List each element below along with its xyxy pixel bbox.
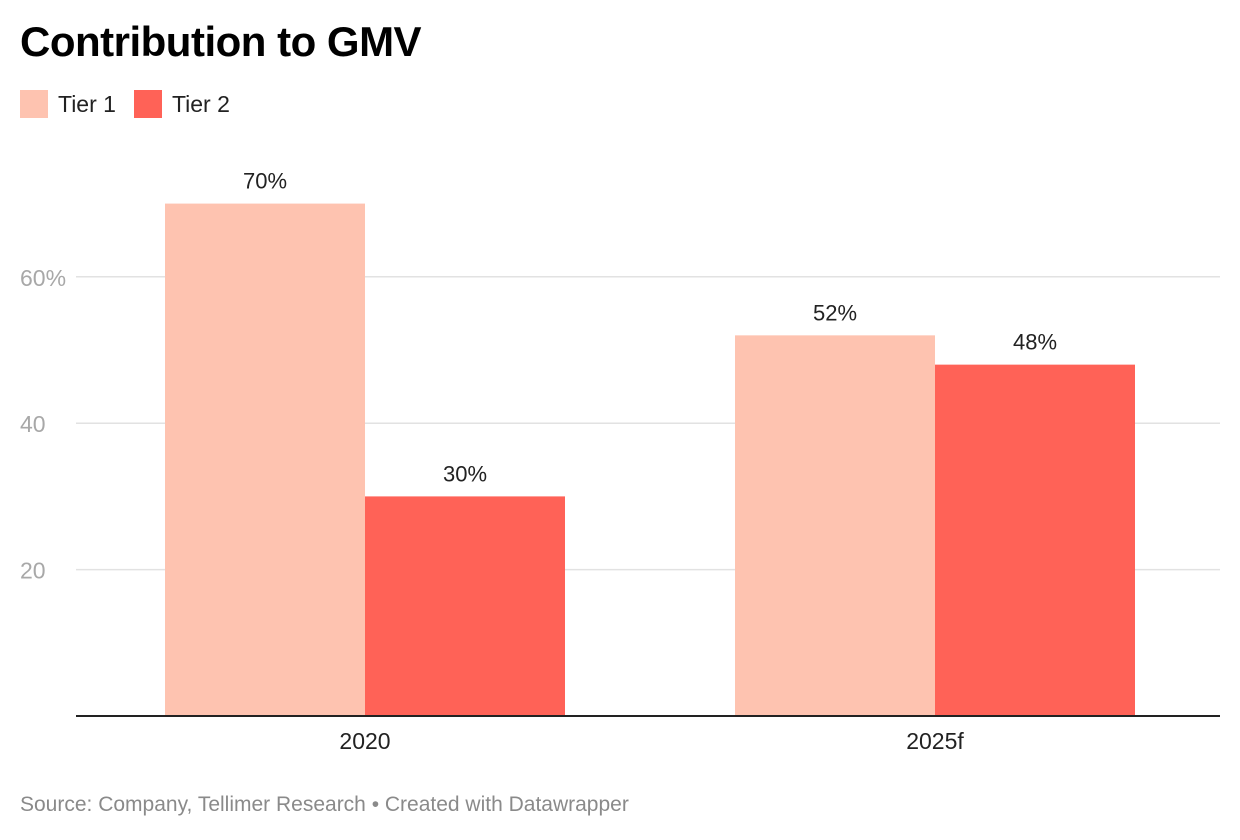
- bar-tier-2-2020: [365, 496, 565, 716]
- x-tick-label-2020: 2020: [339, 728, 390, 754]
- bar-tier-2-2025f: [935, 364, 1135, 716]
- data-label-tier-1-2025f: 52%: [813, 300, 857, 325]
- legend-item-tier-1: Tier 1: [20, 90, 116, 118]
- y-tick-label-20: 20: [20, 558, 46, 584]
- legend: Tier 1 Tier 2: [20, 90, 230, 118]
- chart-title: Contribution to GMV: [20, 18, 422, 65]
- legend-swatch-tier-2: [133, 90, 162, 118]
- bar-tier-1-2020: [165, 203, 365, 717]
- legend-swatch-tier-1: [20, 90, 48, 118]
- legend-label-tier-2: Tier 2: [171, 90, 230, 117]
- legend-item-tier-2: Tier 2: [133, 90, 230, 118]
- data-label-tier-2-2025f: 48%: [1013, 330, 1057, 355]
- y-tick-label-40: 40: [20, 411, 46, 437]
- bar-tier-1-2025f: [735, 335, 935, 716]
- data-label-tier-2-2020: 30%: [443, 461, 487, 486]
- legend-label-tier-1: Tier 1: [58, 90, 116, 117]
- x-tick-label-2025f: 2025f: [906, 728, 964, 754]
- data-label-tier-1-2020: 70%: [243, 169, 287, 194]
- y-tick-label-60: 60%: [20, 265, 66, 291]
- source-note: Source: Company, Tellimer Research • Cre…: [20, 793, 629, 816]
- bar-chart: 20 40 60% 70% 30% 2020 52% 48% 2025f: [20, 169, 1220, 754]
